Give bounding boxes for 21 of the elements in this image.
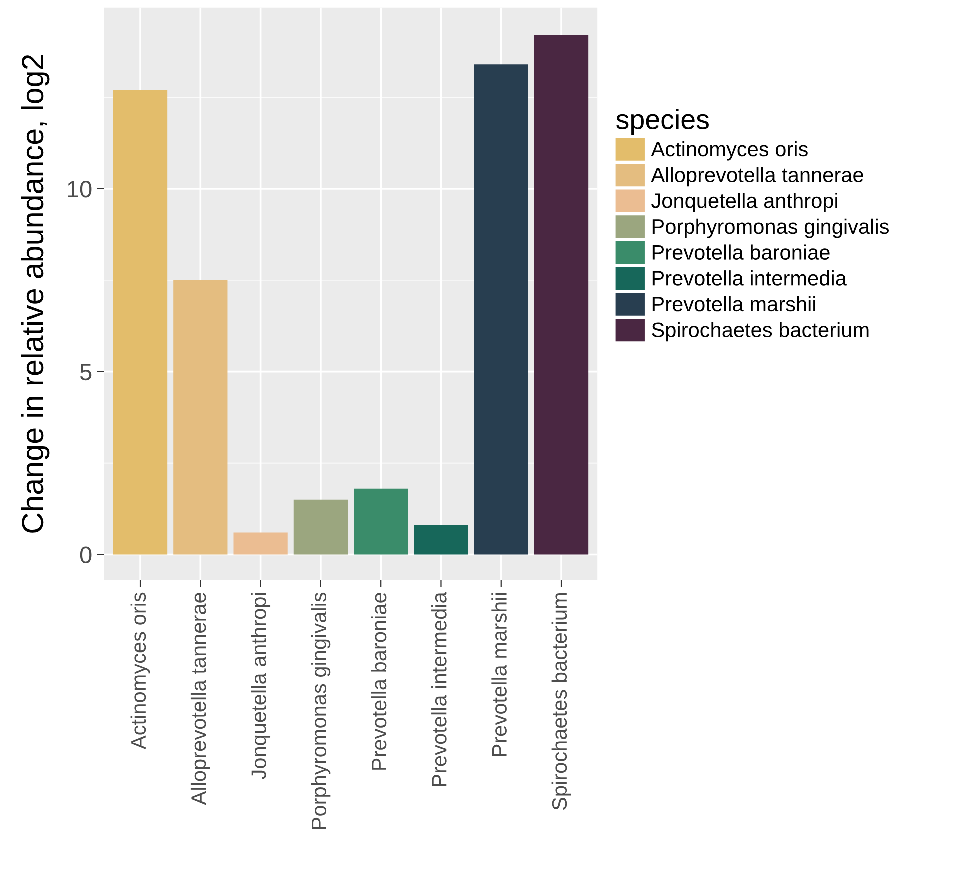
legend-label: Porphyromonas gingivalis <box>652 218 890 238</box>
y-tick-label: 0 <box>80 546 92 564</box>
y-tick-label: 5 <box>80 364 92 381</box>
x-tick-label: Prevotella intermedia <box>432 592 447 786</box>
legend-label: Prevotella marshii <box>652 296 816 312</box>
x-tick-label: Alloprevotella tannerae <box>190 593 210 806</box>
y-axis-title: Change in relative abundance, log2 <box>21 55 50 533</box>
legend-label: Actinomyces oris <box>651 141 808 161</box>
legend-title: species <box>616 109 709 136</box>
legend-label: Spirochaetes bacterium <box>652 322 869 342</box>
legend-label: Jonquetella anthropi <box>652 193 838 212</box>
x-tick-label: Prevotella baroniae <box>371 593 387 770</box>
legend-label: Prevotella intermedia <box>652 270 847 286</box>
x-tick-label: Actinomyces oris <box>130 592 150 750</box>
x-tick-label: Porphyromonas gingivalis <box>311 592 331 829</box>
y-tick-label: 10 <box>68 181 92 198</box>
legend-label: Alloprevotella tannerae <box>651 167 864 187</box>
legend-label: Prevotella baroniae <box>652 244 830 260</box>
x-tick-label: Jonquetella anthropi <box>251 594 271 780</box>
x-tick-label: Prevotella marshii <box>492 594 507 756</box>
x-tick-label: Spirochaetes bacterium <box>552 594 572 810</box>
